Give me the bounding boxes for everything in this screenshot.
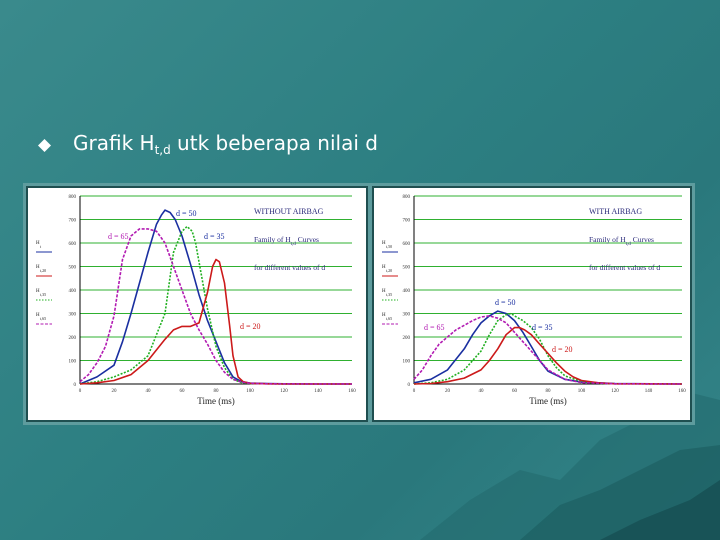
y-tick-label: 800 bbox=[69, 195, 77, 200]
y-tick-label: 200 bbox=[403, 336, 411, 341]
chart-title: WITHOUT AIRBAG bbox=[254, 207, 324, 216]
x-tick-label: 20 bbox=[445, 389, 451, 394]
y-tick-label: 400 bbox=[69, 289, 77, 294]
y-tick-label: 600 bbox=[69, 242, 77, 247]
curve-label: d = 65 bbox=[424, 323, 445, 332]
title-subscript: t,d bbox=[154, 143, 171, 157]
x-tick-label: 160 bbox=[348, 389, 356, 394]
annotation-family: Family of Ht,d Curves bbox=[589, 235, 654, 247]
y-legend-sublabel: t,65 bbox=[386, 316, 392, 322]
annotation-family-curves: Curves bbox=[296, 235, 319, 244]
annotation-values: for different values of d bbox=[254, 263, 325, 272]
title-prefix: Grafik H bbox=[73, 131, 155, 155]
curve-label: d = 65 bbox=[108, 232, 129, 241]
x-tick-label: 160 bbox=[678, 389, 686, 394]
annotation-values: for different values of d bbox=[589, 263, 660, 272]
x-tick-label: 60 bbox=[512, 389, 518, 394]
chart-title: WITH AIRBAG bbox=[589, 207, 642, 216]
y-tick-label: 300 bbox=[403, 313, 411, 318]
y-tick-label: 800 bbox=[403, 195, 411, 200]
y-tick-label: 700 bbox=[69, 219, 77, 224]
x-axis-label: Time (ms) bbox=[529, 396, 566, 406]
x-tick-label: 80 bbox=[214, 389, 220, 394]
y-legend-label: H bbox=[382, 313, 386, 318]
chart-svg-right: 0 100 200 300 400 500 600 700 800 0 20 40 60 80 100 120… bbox=[382, 195, 686, 406]
y-legend-sublabel: t,20 bbox=[40, 268, 46, 274]
y-tick-label: 300 bbox=[69, 313, 77, 318]
y-legend-sublabel: t,50 bbox=[386, 244, 392, 250]
series-line bbox=[413, 315, 683, 385]
x-tick-label: 120 bbox=[280, 389, 288, 394]
x-tick-label: 100 bbox=[578, 389, 586, 394]
curve-label: d = 20 bbox=[240, 322, 261, 331]
y-legend-label: H bbox=[36, 313, 40, 318]
y-tick-label: 100 bbox=[403, 360, 411, 365]
x-tick-label: 80 bbox=[546, 389, 552, 394]
x-tick-label: 140 bbox=[645, 389, 653, 394]
annotation-family-text: Family of H bbox=[589, 235, 626, 244]
curve-label: d = 50 bbox=[176, 209, 197, 218]
y-legend-sublabel: t,20 bbox=[386, 268, 392, 274]
y-legend-label: H bbox=[36, 241, 40, 246]
x-tick-label: 140 bbox=[314, 389, 322, 394]
chart-without-airbag: 0 100 200 300 400 500 600 700 800 0 20 40 60 80 100 120… bbox=[26, 186, 368, 422]
y-tick-label: 0 bbox=[74, 383, 77, 388]
y-tick-label: 0 bbox=[408, 383, 411, 388]
y-legend-sublabel: t bbox=[40, 244, 42, 249]
series-line bbox=[413, 326, 683, 385]
series-line bbox=[79, 225, 352, 385]
annotation-family-sub: t,d bbox=[626, 242, 632, 247]
y-legend-sublabel: t,35 bbox=[386, 292, 392, 298]
annotation-family-curves: Curves bbox=[631, 235, 654, 244]
x-axis-label: Time (ms) bbox=[197, 396, 234, 406]
x-tick-label: 0 bbox=[79, 389, 82, 394]
x-tick-label: 20 bbox=[112, 389, 118, 394]
annotation-family-text: Family of H bbox=[254, 235, 291, 244]
y-legend-label: H bbox=[36, 289, 40, 294]
y-legend-sublabel: t,65 bbox=[40, 316, 46, 322]
x-tick-label: 100 bbox=[246, 389, 254, 394]
chart-with-airbag: 0 100 200 300 400 500 600 700 800 0 20 40 60 80 100 120… bbox=[372, 186, 692, 422]
y-legend-label: H bbox=[382, 265, 386, 270]
chart-svg-left: 0 100 200 300 400 500 600 700 800 0 20 40 60 80 100 120… bbox=[36, 195, 356, 406]
y-tick-label: 600 bbox=[403, 242, 411, 247]
y-tick-label: 400 bbox=[403, 289, 411, 294]
curve-label: d = 35 bbox=[204, 232, 225, 241]
x-tick-label: 120 bbox=[611, 389, 619, 394]
x-tick-label: 60 bbox=[180, 389, 186, 394]
y-tick-label: 500 bbox=[69, 266, 77, 271]
title-suffix: utk beberapa nilai d bbox=[170, 131, 378, 155]
y-legend-sublabel: t,35 bbox=[40, 292, 46, 298]
x-tick-label: 0 bbox=[413, 389, 416, 394]
annotation-family-sub: t,d bbox=[291, 242, 297, 247]
y-tick-label: 700 bbox=[403, 219, 411, 224]
series-line bbox=[413, 312, 683, 385]
curve-label: d = 50 bbox=[495, 298, 516, 307]
curve-label: d = 20 bbox=[552, 345, 573, 354]
x-tick-label: 40 bbox=[479, 389, 485, 394]
y-legend-label: H bbox=[382, 289, 386, 294]
series-line bbox=[79, 258, 352, 385]
y-legend-label: H bbox=[382, 241, 386, 246]
diamond-bullet-icon bbox=[38, 139, 51, 152]
slide-title: Grafik Ht,d utk beberapa nilai d bbox=[73, 131, 378, 157]
y-tick-label: 500 bbox=[403, 266, 411, 271]
y-tick-label: 200 bbox=[69, 336, 77, 341]
curve-label: d = 35 bbox=[532, 323, 553, 332]
annotation-family: Family of Ht,d Curves bbox=[254, 235, 319, 247]
y-tick-label: 100 bbox=[69, 360, 77, 365]
y-legend-label: H bbox=[36, 265, 40, 270]
x-tick-label: 40 bbox=[146, 389, 152, 394]
series-line bbox=[79, 228, 353, 385]
